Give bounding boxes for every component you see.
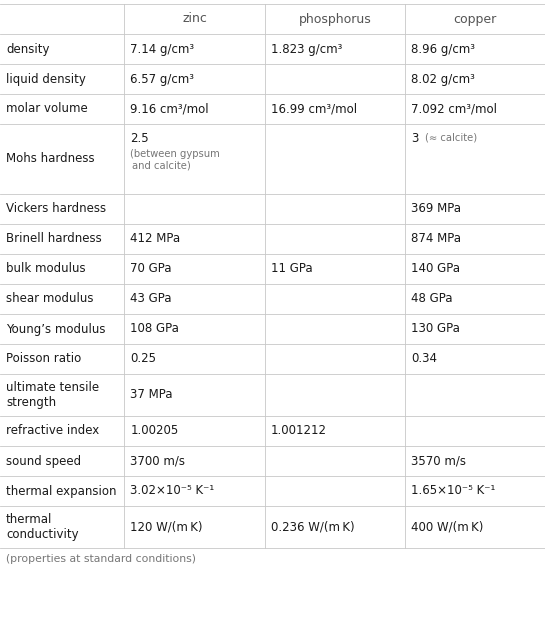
Text: thermal
conductivity: thermal conductivity [6,513,78,541]
Text: 400 W/(m K): 400 W/(m K) [411,521,484,533]
Text: copper: copper [453,13,497,25]
Text: 6.57 g/cm³: 6.57 g/cm³ [130,73,194,85]
Text: phosphorus: phosphorus [299,13,372,25]
Text: zinc: zinc [182,13,207,25]
Text: 108 GPa: 108 GPa [130,322,179,336]
Text: 1.00205: 1.00205 [130,425,179,437]
Text: 11 GPa: 11 GPa [271,262,312,276]
Text: 3: 3 [411,131,419,144]
Text: 3700 m/s: 3700 m/s [130,454,185,468]
Text: shear modulus: shear modulus [6,293,94,305]
Text: sound speed: sound speed [6,454,81,468]
Text: 0.25: 0.25 [130,353,156,365]
Text: 8.96 g/cm³: 8.96 g/cm³ [411,42,475,56]
Text: 120 W/(m K): 120 W/(m K) [130,521,203,533]
Text: molar volume: molar volume [6,102,88,115]
Text: (between gypsum: (between gypsum [130,149,220,159]
Text: 7.14 g/cm³: 7.14 g/cm³ [130,42,195,56]
Text: 0.34: 0.34 [411,353,438,365]
Text: 3570 m/s: 3570 m/s [411,454,467,468]
Text: thermal expansion: thermal expansion [6,485,117,497]
Text: Poisson ratio: Poisson ratio [6,353,81,365]
Text: 874 MPa: 874 MPa [411,232,462,245]
Text: liquid density: liquid density [6,73,86,85]
Text: Vickers hardness: Vickers hardness [6,203,106,216]
Text: 1.65×10⁻⁵ K⁻¹: 1.65×10⁻⁵ K⁻¹ [411,485,496,497]
Text: 70 GPa: 70 GPa [130,262,172,276]
Text: 1.823 g/cm³: 1.823 g/cm³ [271,42,342,56]
Text: 369 MPa: 369 MPa [411,203,462,216]
Text: 43 GPa: 43 GPa [130,293,172,305]
Text: 3.02×10⁻⁵ K⁻¹: 3.02×10⁻⁵ K⁻¹ [130,485,215,497]
Text: 1.001212: 1.001212 [271,425,327,437]
Text: 0.236 W/(m K): 0.236 W/(m K) [271,521,354,533]
Text: and calcite): and calcite) [132,161,191,171]
Text: 16.99 cm³/mol: 16.99 cm³/mol [271,102,357,115]
Text: 8.02 g/cm³: 8.02 g/cm³ [411,73,475,85]
Text: 140 GPa: 140 GPa [411,262,461,276]
Text: 412 MPa: 412 MPa [130,232,180,245]
Text: 2.5: 2.5 [130,131,149,144]
Text: 48 GPa: 48 GPa [411,293,453,305]
Text: 130 GPa: 130 GPa [411,322,461,336]
Text: 7.092 cm³/mol: 7.092 cm³/mol [411,102,498,115]
Text: (properties at standard conditions): (properties at standard conditions) [6,554,196,564]
Text: Young’s modulus: Young’s modulus [6,322,106,336]
Text: Mohs hardness: Mohs hardness [6,153,95,165]
Text: refractive index: refractive index [6,425,99,437]
Text: bulk modulus: bulk modulus [6,262,86,276]
Text: Brinell hardness: Brinell hardness [6,232,102,245]
Text: (≈ calcite): (≈ calcite) [426,133,477,143]
Text: density: density [6,42,50,56]
Text: 37 MPa: 37 MPa [130,389,173,401]
Text: ultimate tensile
strength: ultimate tensile strength [6,381,99,409]
Text: 9.16 cm³/mol: 9.16 cm³/mol [130,102,209,115]
